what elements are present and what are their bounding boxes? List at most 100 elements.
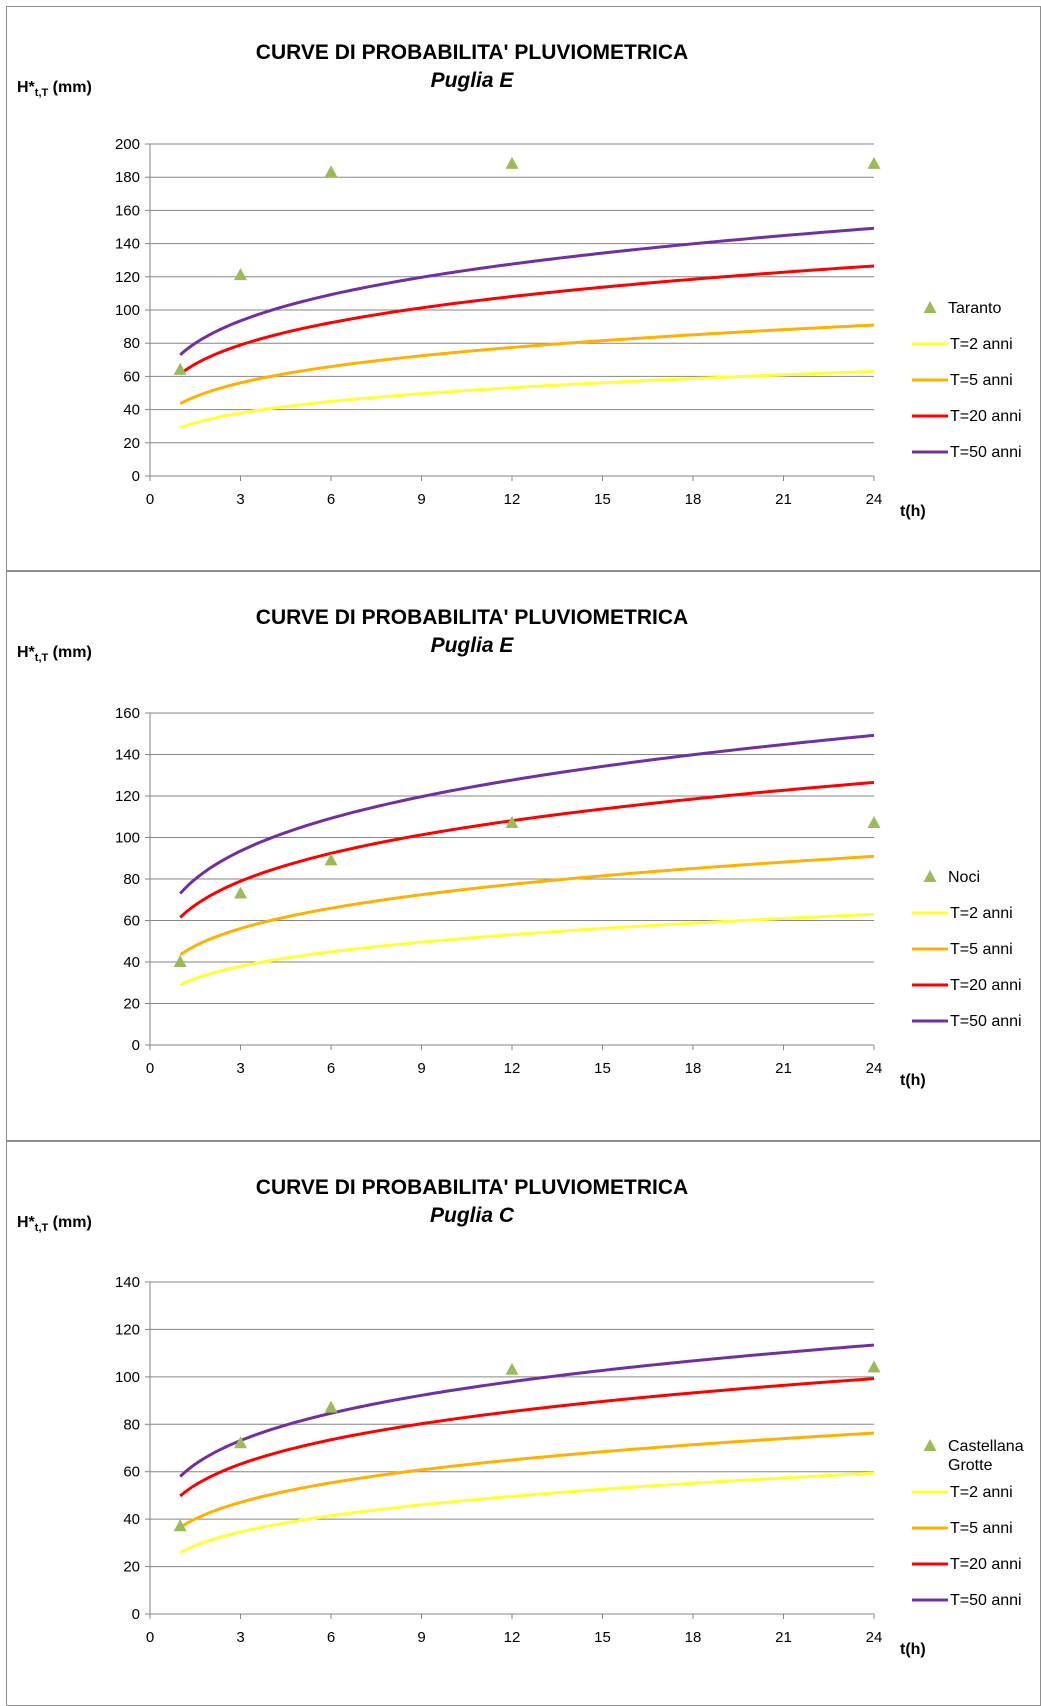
x-tick-label: 6 [327, 1629, 335, 1646]
y-axis-label: H*t,T (mm) [17, 644, 92, 664]
data-point [867, 156, 881, 169]
y-tick-label: 160 [115, 705, 140, 722]
y-tick-label: 160 [115, 202, 140, 219]
x-tick-label: 21 [775, 491, 792, 508]
x-tick-label: 18 [685, 491, 702, 508]
series-line [179, 780, 875, 919]
legend-label: T=2 anni [950, 1484, 1013, 1501]
y-tick-label: 80 [123, 335, 140, 352]
x-tick-label: 9 [417, 491, 425, 508]
chart-title: CURVE DI PROBABILITA' PLUVIOMETRICA [256, 1176, 688, 1199]
y-tick-label: 140 [115, 747, 140, 764]
data-point [173, 1519, 187, 1532]
y-tick-label: 100 [115, 1369, 140, 1386]
data-point [324, 165, 338, 178]
x-tick-label: 3 [236, 1629, 244, 1646]
x-tick-label: 3 [236, 1060, 244, 1077]
legend-label: T=2 anni [950, 905, 1013, 922]
chart-subtitle: Puglia C [430, 1204, 515, 1227]
x-tick-label: 12 [504, 491, 521, 508]
y-tick-label: 40 [123, 402, 140, 419]
legend-label: Noci [948, 869, 980, 886]
series-line [179, 1471, 875, 1554]
data-point [324, 1400, 338, 1413]
series-line [179, 1377, 875, 1498]
chart-title: CURVE DI PROBABILITA' PLUVIOMETRICA [256, 41, 688, 64]
x-tick-label: 0 [146, 1060, 154, 1077]
legend-label: T=20 anni [950, 977, 1022, 994]
data-point [173, 955, 187, 967]
y-tick-label: 60 [123, 913, 140, 930]
series-line [179, 323, 875, 406]
chart-title: CURVE DI PROBABILITA' PLUVIOMETRICA [256, 606, 688, 629]
series-line [179, 854, 875, 956]
chart-subtitle: Puglia E [431, 69, 515, 92]
legend-label: T=5 anni [950, 372, 1013, 389]
series-line [179, 912, 875, 987]
x-tick-label: 12 [504, 1060, 521, 1077]
x-tick-label: 18 [685, 1060, 702, 1077]
legend-label: T=5 anni [950, 941, 1013, 958]
y-tick-label: 100 [115, 302, 140, 319]
data-point [234, 268, 247, 281]
chart-2: CURVE DI PROBABILITA' PLUVIOMETRICA Pugli… [17, 606, 1022, 1089]
data-point [867, 815, 881, 828]
y-tick-label: 0 [132, 1606, 140, 1623]
y-axis-label: H*t,T (mm) [17, 1214, 92, 1234]
y-tick-label: 60 [123, 1464, 140, 1481]
x-tick-label: 24 [866, 1060, 883, 1077]
y-tick-label: 40 [123, 1511, 140, 1528]
y-tick-label: 120 [115, 788, 140, 805]
y-axis-label: H*t,T (mm) [17, 79, 92, 99]
x-tick-label: 21 [775, 1060, 792, 1077]
legend-marker [923, 870, 937, 882]
legend-label: T=50 anni [950, 1592, 1022, 1609]
data-point [173, 362, 187, 375]
y-tick-label: 20 [123, 1559, 140, 1576]
x-tick-label: 12 [504, 1629, 521, 1646]
legend-label: T=2 anni [950, 336, 1013, 353]
series-line [179, 264, 875, 376]
y-tick-label: 180 [115, 169, 140, 186]
y-tick-label: 0 [132, 1037, 140, 1054]
chart-subtitle: Puglia E [431, 634, 515, 657]
x-tick-label: 6 [327, 1060, 335, 1077]
x-tick-label: 6 [327, 491, 335, 508]
x-axis-label: t(h) [900, 1072, 926, 1089]
x-tick-label: 0 [146, 491, 154, 508]
data-point [234, 886, 247, 899]
data-point [505, 156, 519, 169]
y-tick-label: 80 [123, 871, 140, 888]
legend-label: Castellana Grotte [948, 1438, 1024, 1474]
legend-label: T=5 anni [950, 1520, 1013, 1537]
x-tick-label: 9 [417, 1060, 425, 1077]
y-tick-label: 100 [115, 830, 140, 847]
legend-label: Taranto [948, 300, 1001, 317]
y-tick-label: 60 [123, 368, 140, 385]
x-axis-label: t(h) [900, 1641, 926, 1658]
data-point [505, 1362, 519, 1375]
x-axis-label: t(h) [900, 503, 926, 520]
legend-label: T=20 anni [950, 408, 1022, 425]
legend-label: T=50 anni [950, 444, 1022, 461]
chart-panel-3: CURVE DI PROBABILITA' PLUVIOMETRICA Pugli… [6, 1141, 1041, 1706]
data-point [234, 1436, 247, 1449]
legend-label: T=20 anni [950, 1556, 1022, 1573]
chart-panel-2: CURVE DI PROBABILITA' PLUVIOMETRICA Pugli… [6, 571, 1041, 1141]
y-tick-label: 140 [115, 236, 140, 253]
x-tick-label: 0 [146, 1629, 154, 1646]
y-tick-label: 20 [123, 996, 140, 1013]
chart-panel-1: CURVE DI PROBABILITA' PLUVIOMETRICA Pugli… [6, 6, 1041, 571]
x-tick-label: 24 [866, 491, 883, 508]
data-point [505, 815, 519, 828]
y-tick-label: 200 [115, 136, 140, 153]
x-tick-label: 24 [866, 1629, 883, 1646]
x-tick-label: 3 [236, 491, 244, 508]
series-line [179, 733, 875, 895]
x-tick-label: 15 [594, 1060, 611, 1077]
y-tick-label: 20 [123, 435, 140, 452]
data-point [867, 1360, 881, 1373]
chart-1: CURVE DI PROBABILITA' PLUVIOMETRICA Pugli… [17, 41, 1022, 520]
series-line [179, 1343, 875, 1478]
data-point [324, 853, 338, 866]
